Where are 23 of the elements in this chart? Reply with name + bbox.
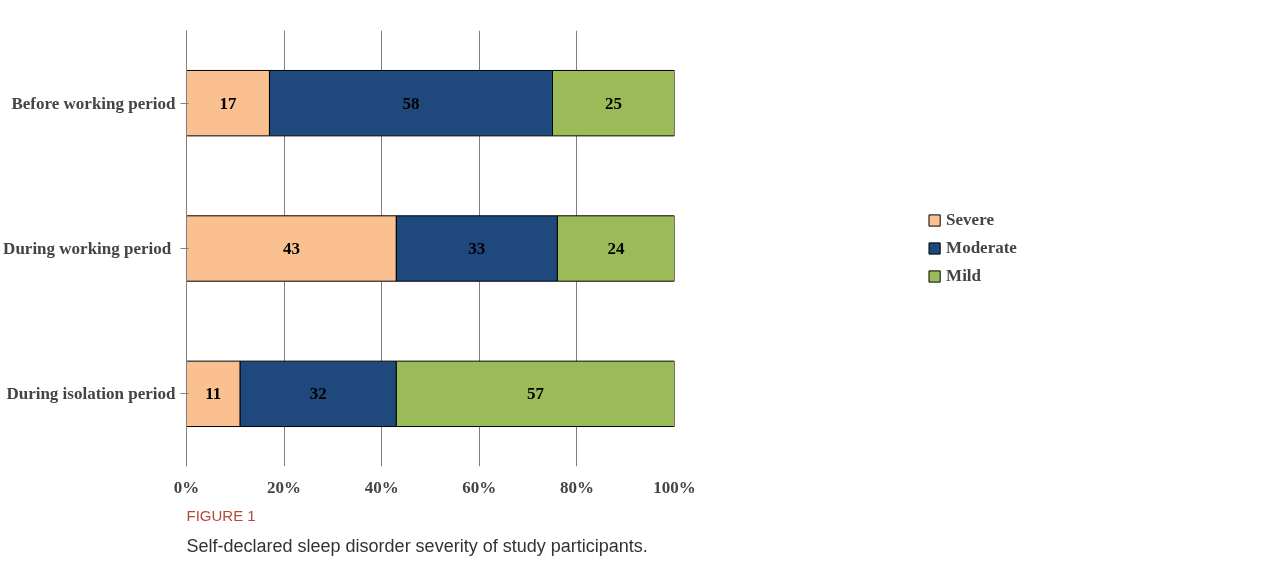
- legend-label: Mild: [946, 266, 982, 286]
- y-tick-label: During isolation period: [6, 384, 177, 404]
- text: Self-declared sleep disorder severity of study participants.: [186, 535, 648, 556]
- data-label: 11: [205, 384, 222, 404]
- data-label: 17: [219, 93, 237, 113]
- data-label: 32: [309, 384, 327, 404]
- data-label: 25: [605, 93, 622, 113]
- legend-label: Severe: [946, 210, 994, 230]
- x-tick-label: 100%: [653, 477, 696, 497]
- data-label: 57: [526, 384, 545, 404]
- x-tick-label: 60%: [462, 477, 497, 497]
- y-tick-label: Before working period: [11, 93, 177, 113]
- data-label: 43: [282, 239, 300, 258]
- x-tick-label: 40%: [364, 477, 399, 497]
- x-tick-label: 20%: [267, 477, 302, 497]
- data-label: 24: [607, 239, 625, 258]
- data-label: 58: [402, 93, 420, 113]
- y-tick-label: During working period: [3, 239, 172, 258]
- x-tick-label: 80%: [559, 477, 594, 497]
- data-label: 33: [468, 239, 486, 258]
- caption: FIGURE 1: [186, 506, 256, 524]
- legend-label: Moderate: [946, 238, 1017, 258]
- x-tick-label: 0%: [173, 477, 200, 497]
